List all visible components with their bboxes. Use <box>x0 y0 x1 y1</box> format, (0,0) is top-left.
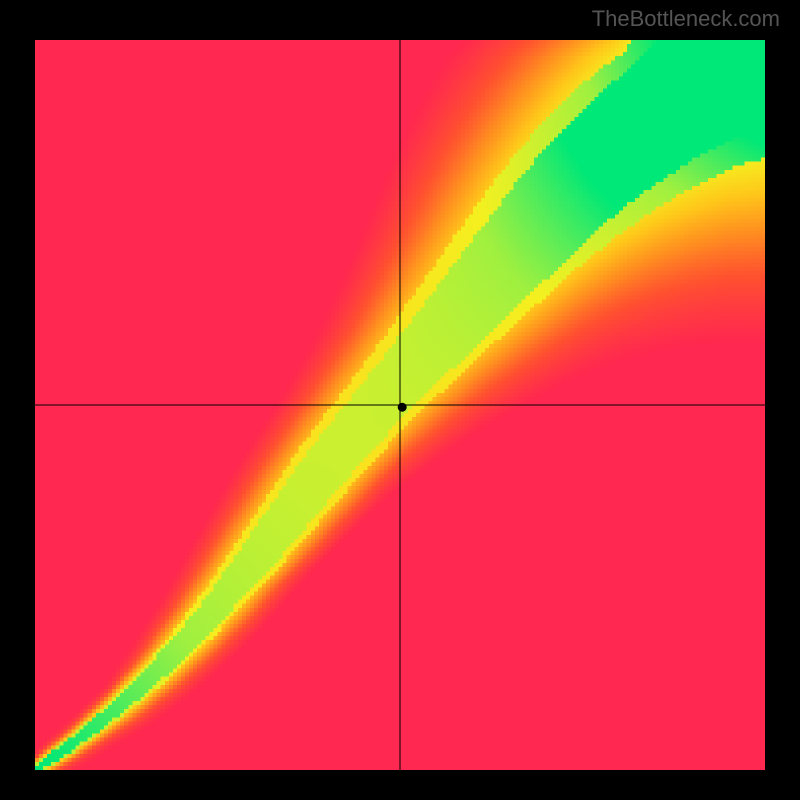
figure-root: TheBottleneck.com <box>0 0 800 800</box>
plot-area <box>35 40 765 770</box>
watermark-text: TheBottleneck.com <box>592 6 780 32</box>
heatmap-canvas <box>35 40 765 770</box>
